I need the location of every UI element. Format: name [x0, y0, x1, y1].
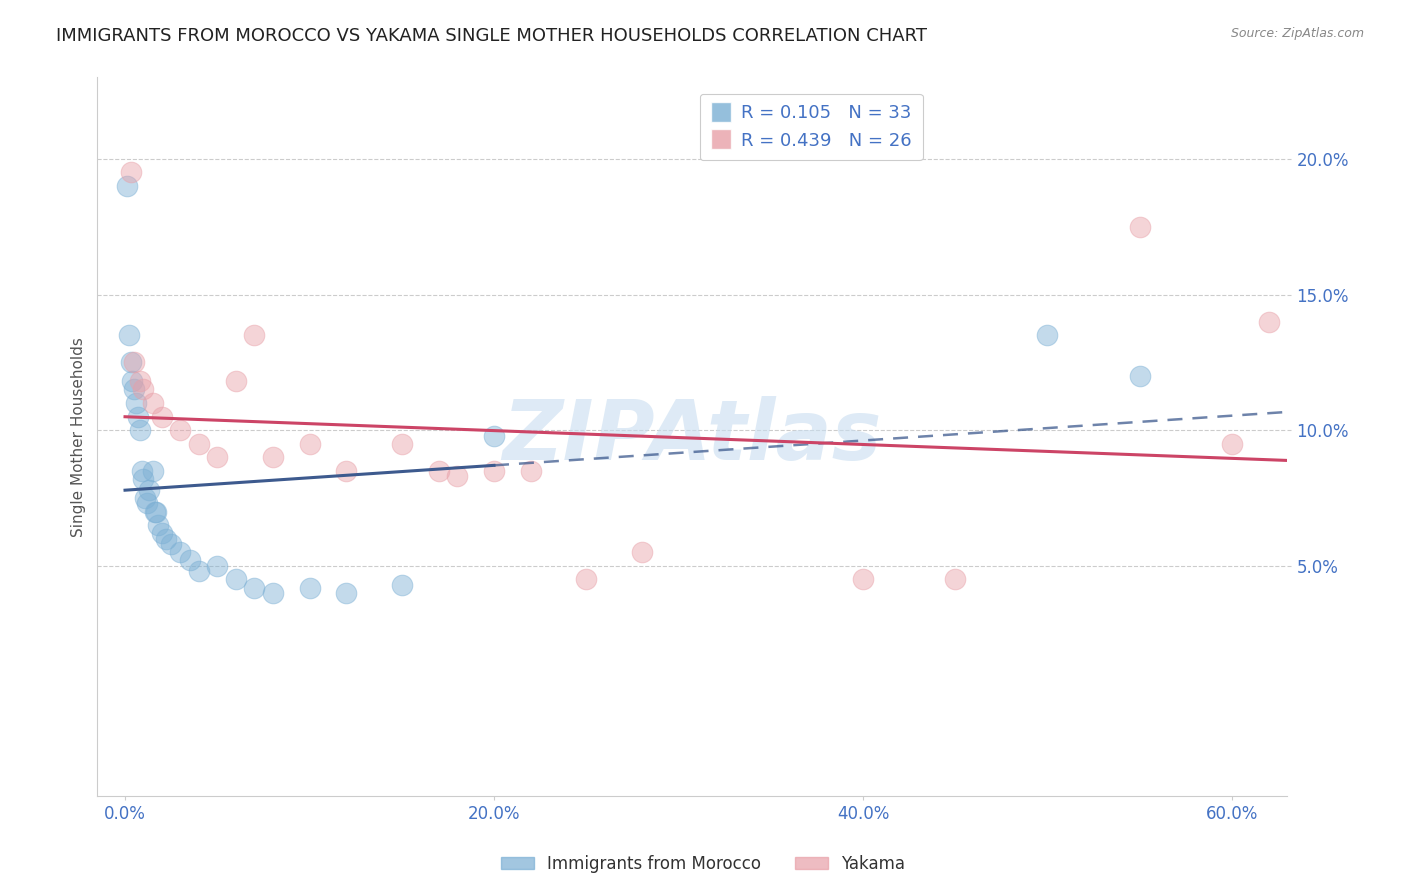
Point [131, 464, 153, 478]
Point [335, 586, 357, 600]
Point [298, 436, 321, 450]
Point [262, 586, 284, 600]
Point [155, 532, 177, 546]
Point [482, 428, 505, 442]
Point [1129, 219, 1152, 234]
Point [427, 464, 450, 478]
Point [446, 469, 468, 483]
Point [122, 383, 145, 397]
Point [150, 409, 173, 424]
Point [179, 553, 201, 567]
Point [391, 578, 413, 592]
Point [262, 450, 284, 465]
Point [943, 573, 966, 587]
Point [127, 409, 149, 424]
Point [630, 545, 652, 559]
Point [150, 526, 173, 541]
Point [132, 383, 155, 397]
Point [1257, 315, 1279, 329]
Text: Source: ZipAtlas.com: Source: ZipAtlas.com [1230, 27, 1364, 40]
Point [225, 573, 247, 587]
Point [243, 328, 266, 343]
Point [142, 464, 165, 478]
Point [125, 396, 148, 410]
Point [148, 518, 170, 533]
Point [187, 436, 209, 450]
Point [225, 374, 247, 388]
Point [138, 483, 160, 497]
Point [335, 464, 357, 478]
Point [187, 564, 209, 578]
Point [1129, 368, 1152, 383]
Point [575, 573, 598, 587]
Point [207, 558, 229, 573]
Point [852, 573, 875, 587]
Point [391, 436, 413, 450]
Point [1220, 436, 1243, 450]
Point [121, 374, 143, 388]
Point [207, 450, 229, 465]
Legend: Immigrants from Morocco, Yakama: Immigrants from Morocco, Yakama [494, 848, 912, 880]
Point [118, 328, 141, 343]
Point [298, 581, 321, 595]
Point [136, 496, 159, 510]
Point [143, 504, 166, 518]
Point [169, 423, 191, 437]
Point [128, 423, 150, 437]
Legend: R = 0.105   N = 33, R = 0.439   N = 26: R = 0.105 N = 33, R = 0.439 N = 26 [700, 94, 922, 161]
Point [122, 355, 145, 369]
Point [160, 537, 183, 551]
Text: ZIPAtlas: ZIPAtlas [502, 396, 882, 477]
Point [243, 581, 266, 595]
Point [169, 545, 191, 559]
Point [120, 355, 142, 369]
Y-axis label: Single Mother Households: Single Mother Households [72, 337, 86, 537]
Point [132, 472, 155, 486]
Point [145, 504, 167, 518]
Point [520, 464, 543, 478]
Point [134, 491, 156, 505]
Point [120, 165, 142, 179]
Text: IMMIGRANTS FROM MOROCCO VS YAKAMA SINGLE MOTHER HOUSEHOLDS CORRELATION CHART: IMMIGRANTS FROM MOROCCO VS YAKAMA SINGLE… [56, 27, 927, 45]
Point [482, 464, 505, 478]
Point [142, 396, 165, 410]
Point [1036, 328, 1059, 343]
Point [115, 178, 138, 193]
Point [128, 374, 150, 388]
